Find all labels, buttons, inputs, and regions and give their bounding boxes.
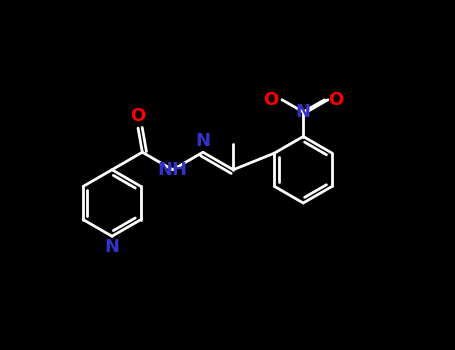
Text: O: O — [131, 107, 146, 125]
Text: O: O — [328, 91, 343, 109]
Text: N: N — [196, 133, 210, 150]
Text: NH: NH — [157, 161, 187, 179]
Text: N: N — [296, 103, 311, 121]
Text: N: N — [105, 238, 120, 256]
Text: O: O — [263, 91, 278, 109]
